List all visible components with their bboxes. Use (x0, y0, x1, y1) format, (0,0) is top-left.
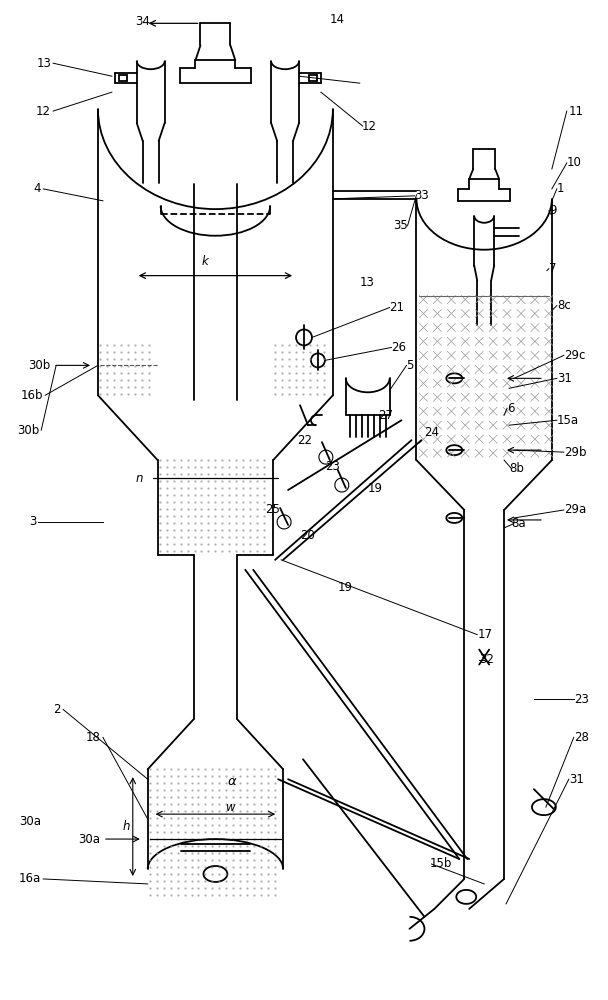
Text: 31: 31 (557, 372, 572, 385)
Text: 14: 14 (330, 13, 345, 26)
Text: 3: 3 (29, 515, 36, 528)
Text: 11: 11 (569, 105, 584, 118)
Text: 28: 28 (574, 731, 589, 744)
Text: 33: 33 (415, 189, 429, 202)
Text: 27: 27 (378, 409, 393, 422)
Text: 15b: 15b (429, 857, 452, 870)
Text: 10: 10 (567, 156, 582, 169)
Text: 30b: 30b (17, 424, 39, 437)
Text: 29b: 29b (564, 446, 586, 459)
Text: 2: 2 (54, 703, 61, 716)
Text: 21: 21 (390, 301, 404, 314)
Text: 35: 35 (393, 219, 407, 232)
Text: 4: 4 (33, 182, 41, 195)
Text: 13: 13 (360, 276, 375, 289)
Text: 18: 18 (86, 731, 101, 744)
Text: $\alpha$: $\alpha$ (227, 775, 238, 788)
Text: 16b: 16b (21, 389, 43, 402)
Text: 23: 23 (574, 693, 589, 706)
Text: 19: 19 (368, 482, 382, 495)
Text: 8a: 8a (511, 517, 526, 530)
Text: k: k (202, 255, 209, 268)
Text: 8c: 8c (557, 299, 570, 312)
Text: 15a: 15a (557, 414, 579, 427)
Text: 30b: 30b (28, 359, 50, 372)
Text: 30a: 30a (19, 815, 41, 828)
Text: 7: 7 (549, 262, 556, 275)
Text: 12: 12 (36, 105, 51, 118)
Text: 24: 24 (424, 426, 440, 439)
Text: 6: 6 (507, 402, 514, 415)
Text: 20: 20 (300, 529, 315, 542)
Text: 25: 25 (265, 503, 280, 516)
Text: 29c: 29c (564, 349, 585, 362)
Text: 19: 19 (338, 581, 353, 594)
Text: 13: 13 (36, 57, 51, 70)
Text: 26: 26 (392, 341, 407, 354)
Text: 31: 31 (569, 773, 584, 786)
Text: 8b: 8b (509, 462, 524, 475)
Text: 12: 12 (362, 120, 377, 133)
Text: 1: 1 (557, 182, 564, 195)
Text: 5: 5 (407, 359, 414, 372)
Text: 30a: 30a (78, 833, 100, 846)
Text: 23: 23 (325, 460, 340, 473)
Text: 16a: 16a (19, 872, 41, 885)
Text: 22: 22 (297, 434, 312, 447)
Text: n: n (135, 472, 143, 485)
Text: 29a: 29a (564, 503, 586, 516)
Text: 34: 34 (135, 15, 150, 28)
Text: 32: 32 (479, 653, 494, 666)
Text: h: h (122, 820, 130, 833)
Text: 9: 9 (549, 204, 556, 217)
Text: w: w (226, 801, 235, 814)
Text: 17: 17 (477, 628, 492, 641)
